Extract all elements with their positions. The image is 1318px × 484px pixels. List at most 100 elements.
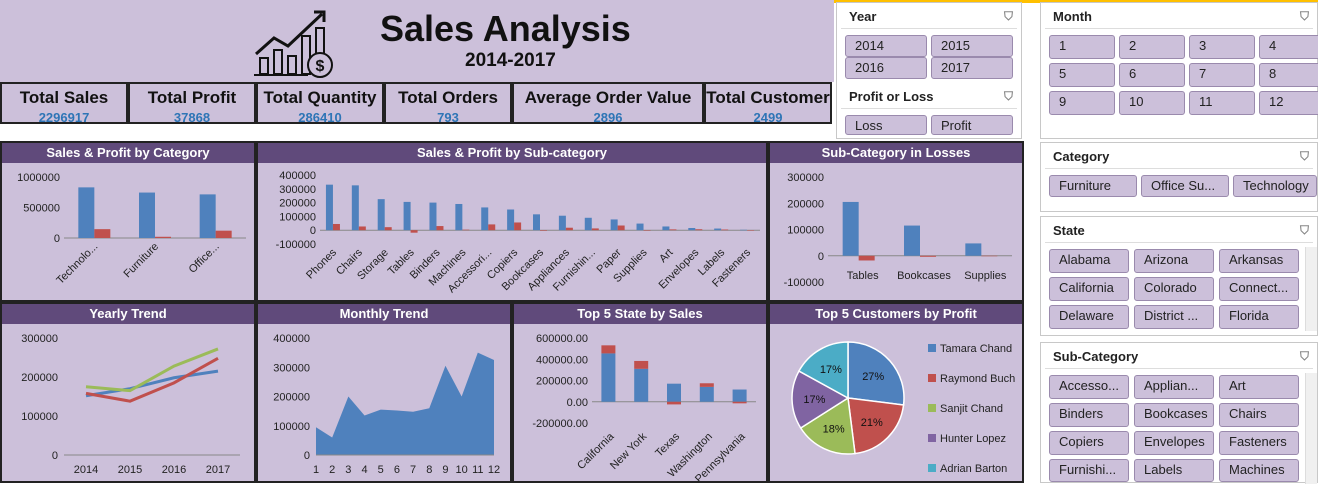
slicer-item-subcategory-11[interactable]: Machines [1219,459,1299,482]
slicer-item-month-1[interactable]: 2 [1119,35,1185,59]
y-tick-label: 0 [310,225,316,237]
slicer-item-state-1[interactable]: Arizona [1134,249,1214,273]
slicer-item-month-10[interactable]: 11 [1189,91,1255,115]
slicer-item-subcategory-3[interactable]: Binders [1049,403,1129,427]
bar-sales [377,199,385,231]
y-tick-label: -200000.00 [532,418,588,430]
clear-filter-icon[interactable]: ⛉ [1003,9,1013,23]
slicer-item-month-7[interactable]: 8 [1259,63,1318,87]
clear-filter-icon[interactable]: ⛉ [1299,223,1309,237]
chart-top5-states: 600000.00 400000.00 200000.00 0.00 -200000.0… [532,333,756,481]
slicer-item-subcategory-2[interactable]: Art [1219,375,1299,399]
clear-filter-icon[interactable]: ⛉ [1299,9,1309,23]
slicer-item-technology[interactable]: Technology [1233,175,1317,197]
y-tick-label: 400000 [273,333,310,345]
bar-profit [721,229,729,231]
slicer-item-month-5[interactable]: 6 [1119,63,1185,87]
y-tick-label: 200000.00 [536,376,588,388]
slicer-item-month-3[interactable]: 4 [1259,35,1318,59]
subcategory-scrollbar[interactable] [1305,373,1317,484]
pie-label: 17% [803,394,825,406]
slicer-item-2014[interactable]: 2014 [845,35,927,57]
slicer-item-2015[interactable]: 2015 [931,35,1013,57]
slicer-item-2017[interactable]: 2017 [931,57,1013,79]
clear-filter-icon[interactable]: ⛉ [1299,149,1309,163]
kpi-label: Total Sales [19,88,109,107]
kpi-value: 2896 [593,110,623,125]
slicer-item-subcategory-5[interactable]: Chairs [1219,403,1299,427]
bar-profit [215,230,232,238]
y-tick-label: 100000 [787,225,824,237]
x-tick-label: 2014 [74,464,98,476]
slicer-item-subcategory-0[interactable]: Accesso... [1049,375,1129,399]
bar-profit [667,401,681,405]
slicer-item-subcategory-10[interactable]: Labels [1134,459,1214,482]
bar-profit [514,222,522,231]
slicer-item-state-8[interactable]: Florida [1219,305,1299,329]
slicer-item-subcategory-4[interactable]: Bookcases [1134,403,1214,427]
slicer-item-loss[interactable]: Loss [845,115,927,135]
x-tick-label: Supplies [964,270,1007,282]
bar-profit [747,230,755,231]
slicer-item-month-6[interactable]: 7 [1189,63,1255,87]
slicer-item-subcategory-1[interactable]: Applian... [1134,375,1214,399]
trend-line [85,356,219,403]
chart-title: Monthly Trend [258,304,510,324]
slicer-item-month-8[interactable]: 9 [1049,91,1115,115]
pie-label: 18% [823,423,845,435]
slicer-item-subcategory-9[interactable]: Furnishi... [1049,459,1129,482]
slicer-item-furniture[interactable]: Furniture [1049,175,1137,197]
slicer-item-office-supplies[interactable]: Office Su... [1141,175,1229,197]
pie-slice [791,370,850,430]
slicer-item-month-2[interactable]: 3 [1189,35,1255,59]
clear-filter-icon[interactable]: ⛉ [1299,349,1309,363]
slicer-item-month-4[interactable]: 5 [1049,63,1115,87]
kpi-value: 2296917 [38,110,90,125]
kpi-label: Average Order Value [524,88,692,107]
x-tick-label: 9 [442,464,448,476]
pie-slice [797,341,849,400]
bar-sales [325,184,333,231]
bar-sales [558,215,566,231]
slicer-item-state-2[interactable]: Arkansas [1219,249,1299,273]
bar-profit [410,230,418,233]
slicer-item-subcategory-6[interactable]: Copiers [1049,431,1129,455]
bar-profit [155,236,171,238]
slicer-item-state-5[interactable]: Connect... [1219,277,1299,301]
x-tick-label: Technolo... [54,241,100,287]
slicer-item-2016[interactable]: 2016 [845,57,927,79]
legend-swatch [928,434,936,442]
kpi-value: 2499 [753,110,783,125]
slicer-category: Category ⛉ Furniture Office Su... Technol… [1040,142,1318,212]
slicer-item-state-4[interactable]: Colorado [1134,277,1214,301]
slicer-item-state-3[interactable]: California [1049,277,1129,301]
kpi-label: Total Quantity [263,88,377,107]
slicer-item-state-0[interactable]: Alabama [1049,249,1129,273]
x-tick-label: Bookcases [897,270,951,282]
y-tick-label: 400000 [279,170,316,182]
kpi-total-orders: Total Orders 793 [384,82,512,125]
bar-sales [455,203,463,231]
slicer-item-state-6[interactable]: Delaware [1049,305,1129,329]
slicer-item-profit[interactable]: Profit [931,115,1013,135]
chart-subcategory-losses: 300000 200000 100000 0 -100000 Tables Bookcase… [784,172,1012,289]
bar-sales [584,217,592,231]
slicer-item-subcategory-8[interactable]: Fasteners [1219,431,1299,455]
pie-slice [847,397,905,455]
slicer-item-month-0[interactable]: 1 [1049,35,1115,59]
clear-filter-icon[interactable]: ⛉ [1003,89,1013,103]
slicer-year: Year ⛉ 2014 2015 2016 2017 Profit or Loss… [836,2,1022,139]
slicer-item-month-11[interactable]: 12 [1259,91,1318,115]
chart-title: Sub-Category in Losses [770,143,1022,163]
bar-profit [634,360,649,369]
slicer-item-month-9[interactable]: 10 [1119,91,1185,115]
bar-sales [139,192,155,238]
slicer-subcategory: Sub-Category ⛉ Accesso... Applian... Art Bin… [1040,342,1318,484]
bar-profit [669,229,677,231]
state-scrollbar[interactable] [1305,247,1317,331]
slicer-item-subcategory-7[interactable]: Envelopes [1134,431,1214,455]
x-tick-label: 4 [361,464,367,476]
slicer-item-state-7[interactable]: District ... [1134,305,1214,329]
